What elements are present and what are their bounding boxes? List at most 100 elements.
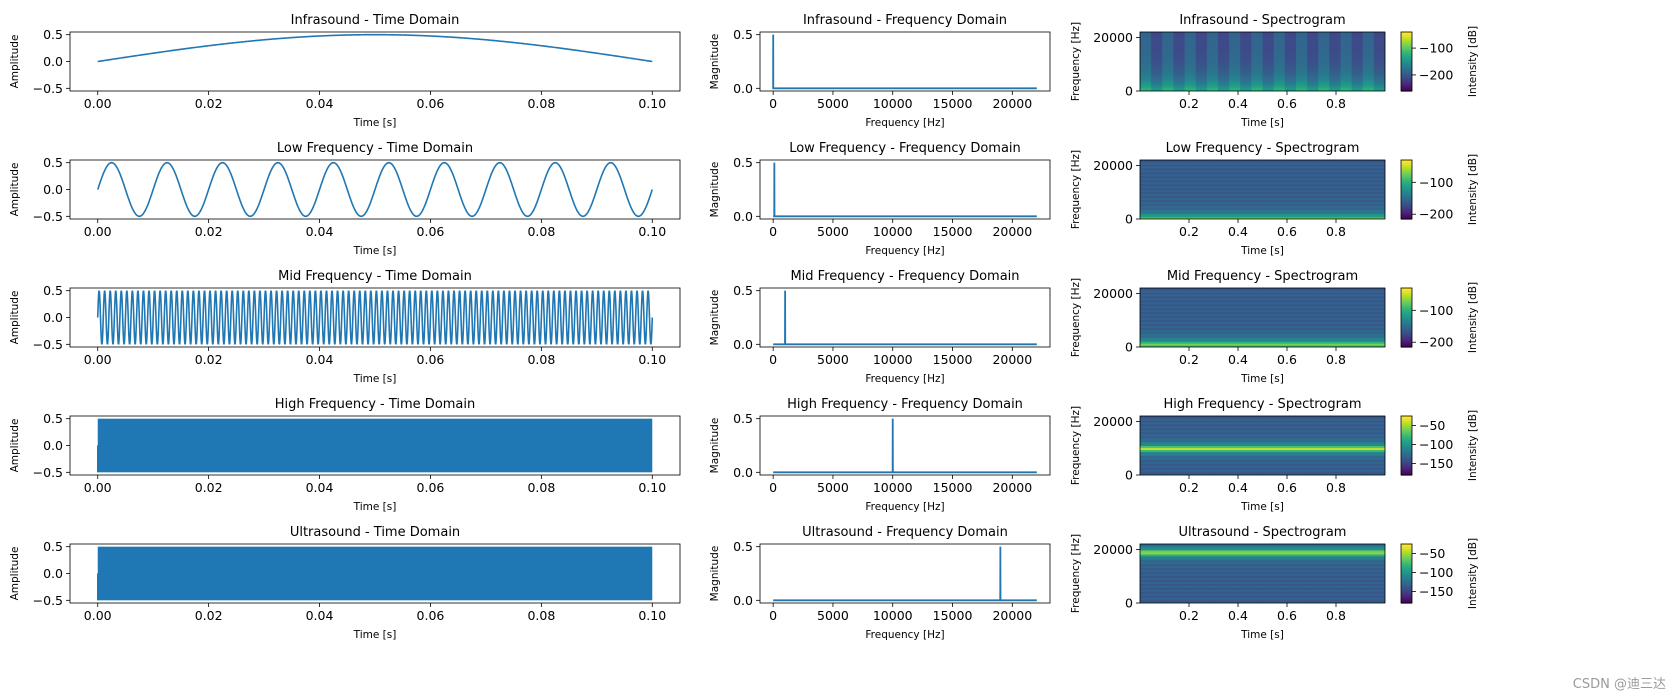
colorbar-tick-label: −200: [1419, 335, 1453, 350]
y-axis-label: Amplitude: [9, 163, 21, 217]
y-tick-label: 0: [1125, 84, 1133, 99]
y-tick-label: −0.5: [33, 209, 63, 224]
y-axis-label: Magnitude: [709, 162, 721, 218]
x-tick-label: 0.00: [84, 480, 112, 495]
axes-frame: [759, 287, 1051, 348]
x-tick-label: 0.04: [306, 352, 334, 367]
axes-frame: [759, 159, 1051, 220]
x-tick-label: 0.02: [195, 608, 223, 623]
axes-frame: [1139, 415, 1386, 476]
subplot-mid-frequency-spectrogram: Mid Frequency - Spectrogram −100 −200 Inten…: [1070, 269, 1479, 385]
colorbar-label: Intensity [dB]: [1467, 154, 1479, 225]
axes-frame: [759, 31, 1051, 92]
x-tick-label: 0.08: [527, 608, 555, 623]
x-tick-label: 10000: [873, 224, 913, 239]
colorbar-label: Intensity [dB]: [1467, 282, 1479, 353]
y-tick-label: 0.0: [43, 566, 63, 581]
colorbar-frame: [1400, 159, 1413, 220]
subplot-title: Low Frequency - Time Domain: [277, 141, 473, 156]
x-tick-label: 0.8: [1326, 608, 1346, 623]
x-tick-label: 5000: [817, 352, 849, 367]
x-tick-label: 0.02: [195, 96, 223, 111]
x-tick-label: 0.4: [1228, 224, 1248, 239]
x-tick-label: 0.4: [1228, 608, 1248, 623]
spectrogram-image: [1140, 416, 1385, 475]
colorbar-tick-label: −100: [1419, 565, 1453, 580]
subplot-low-frequency-spectrogram: Low Frequency - Spectrogram −100 −200 Inten…: [1070, 141, 1479, 257]
y-axis-label: Frequency [Hz]: [1070, 534, 1082, 613]
x-tick-label: 0.2: [1179, 224, 1199, 239]
subplot-title: High Frequency - Time Domain: [275, 397, 476, 412]
y-axis-label: Amplitude: [9, 547, 21, 601]
x-tick-label: 0: [769, 608, 777, 623]
y-tick-label: 0.5: [43, 155, 63, 170]
x-tick-label: 0.04: [306, 480, 334, 495]
spectrum-line: [772, 34, 1037, 90]
x-tick-label: 15000: [933, 224, 973, 239]
y-axis-label: Amplitude: [9, 35, 21, 89]
x-axis-label: Frequency [Hz]: [865, 501, 944, 513]
x-tick-label: 15000: [933, 608, 973, 623]
x-tick-label: 15000: [933, 96, 973, 111]
subplot-ultrasound-frequency-domain: Ultrasound - Frequency Domain 0 5000 10000 1…: [709, 525, 1051, 641]
subplot-high-frequency-time-domain: High Frequency - Time Domain 0.00 0.02 0.04…: [9, 397, 681, 513]
y-tick-label: −0.5: [33, 337, 63, 352]
x-tick-label: 0.08: [527, 96, 555, 111]
colorbar: −100 −200 Intensity [dB]: [1400, 282, 1479, 353]
subplot-low-frequency-time-domain: Low Frequency - Time Domain 0.00 0.02 0.04 0…: [9, 141, 681, 257]
y-tick-label: 0.0: [733, 465, 753, 480]
spectrum-line: [773, 290, 1037, 346]
subplot-title: Infrasound - Frequency Domain: [803, 13, 1007, 28]
y-axis-label: Magnitude: [709, 546, 721, 602]
x-tick-label: 0.8: [1326, 224, 1346, 239]
y-tick-label: 20000: [1093, 30, 1133, 45]
colorbar-label: Intensity [dB]: [1467, 410, 1479, 481]
x-tick-label: 0.00: [84, 352, 112, 367]
y-tick-label: −0.5: [33, 593, 63, 608]
x-axis-label: Time [s]: [1240, 245, 1284, 257]
y-axis-label: Frequency [Hz]: [1070, 150, 1082, 229]
y-axis-label: Magnitude: [709, 290, 721, 346]
spectrogram-image: [1140, 32, 1385, 91]
axes-frame: [1139, 543, 1386, 604]
subplot-title: Infrasound - Time Domain: [291, 13, 460, 28]
y-tick-label: 20000: [1093, 542, 1133, 557]
x-tick-label: 0.10: [638, 224, 666, 239]
y-tick-label: 0.5: [733, 539, 753, 554]
x-tick-label: 0.06: [417, 480, 445, 495]
y-tick-label: 0.0: [43, 182, 63, 197]
x-tick-label: 0.8: [1326, 480, 1346, 495]
subplot-title: Mid Frequency - Frequency Domain: [790, 269, 1019, 284]
subplot-infrasound-spectrogram: Infrasound - Spectrogram −100 −200 Intensit…: [1070, 13, 1479, 129]
subplot-title: High Frequency - Spectrogram: [1163, 397, 1361, 412]
subplot-infrasound-time-domain: Infrasound - Time Domain 0.00 0.02 0.04 0.06…: [9, 13, 681, 129]
y-tick-label: 0.5: [733, 155, 753, 170]
axes-frame: [1139, 159, 1386, 220]
x-tick-label: 5000: [817, 608, 849, 623]
x-axis-label: Time [s]: [1240, 629, 1284, 641]
subplot-infrasound-frequency-domain: Infrasound - Frequency Domain 0 5000 10000 1…: [709, 13, 1051, 129]
y-axis-label: Frequency [Hz]: [1070, 406, 1082, 485]
x-tick-label: 0.2: [1179, 352, 1199, 367]
x-tick-label: 0.06: [417, 352, 445, 367]
y-tick-label: 0: [1125, 340, 1133, 355]
x-tick-label: 10000: [873, 352, 913, 367]
x-tick-label: 10000: [873, 96, 913, 111]
y-tick-label: 20000: [1093, 158, 1133, 173]
x-tick-label: 0.02: [195, 224, 223, 239]
colorbar: −100 −200 Intensity [dB]: [1400, 26, 1479, 97]
x-axis-label: Time [s]: [353, 629, 397, 641]
signal-line: [97, 33, 653, 63]
subplot-high-frequency-spectrogram: High Frequency - Spectrogram −50 −100 −150 I…: [1070, 397, 1479, 513]
y-tick-label: 0.0: [43, 54, 63, 69]
y-tick-label: 0.0: [733, 81, 753, 96]
subplot-ultrasound-time-domain: Ultrasound - Time Domain 0.00 0.02 0.04 0.06…: [9, 525, 681, 641]
axes-frame: [69, 31, 681, 92]
spectrum-line: [773, 418, 1037, 474]
subplot-title: Mid Frequency - Time Domain: [278, 269, 472, 284]
subplot-mid-frequency-frequency-domain: Mid Frequency - Frequency Domain 0 5000 100…: [709, 269, 1051, 385]
x-tick-label: 10000: [873, 480, 913, 495]
y-tick-label: 0.0: [733, 209, 753, 224]
y-tick-label: 0.0: [733, 337, 753, 352]
y-axis-label: Frequency [Hz]: [1070, 22, 1082, 101]
